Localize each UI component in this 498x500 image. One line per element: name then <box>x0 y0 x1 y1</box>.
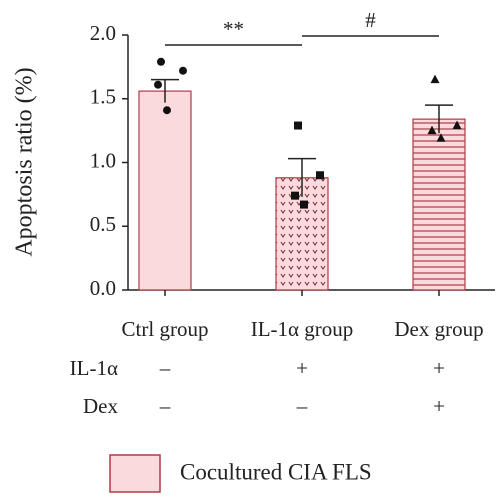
error-bar <box>425 104 453 134</box>
data-point <box>154 80 162 89</box>
bar <box>412 118 466 291</box>
data-point <box>291 191 299 200</box>
x-tick-label: Ctrl group <box>122 317 209 341</box>
y-tick-label: 1.0 <box>90 148 116 172</box>
condition-value: + <box>433 356 445 380</box>
legend-label: Cocultured CIA FLS <box>180 459 372 484</box>
bar <box>138 90 192 291</box>
x-tick-label: Dex group <box>394 317 483 341</box>
significance-label: # <box>365 8 376 32</box>
error-bar <box>151 78 179 103</box>
condition-value: + <box>433 394 445 418</box>
y-tick-label: 0.0 <box>90 276 116 300</box>
y-axis-label: Apoptosis ratio (%) <box>12 67 38 256</box>
data-point <box>436 133 446 142</box>
data-point <box>316 171 324 180</box>
error-bar <box>288 157 316 197</box>
condition-value: – <box>159 394 171 418</box>
data-point <box>300 200 308 209</box>
data-point <box>157 57 165 66</box>
condition-label: Dex <box>83 394 118 418</box>
condition-value: – <box>296 394 308 418</box>
y-tick-label: 0.5 <box>90 212 116 236</box>
y-tick-label: 2.0 <box>90 21 116 45</box>
legend-swatch <box>109 454 161 493</box>
condition-value: – <box>159 356 171 380</box>
data-point <box>427 125 437 135</box>
y-tick-label: 1.5 <box>90 85 116 109</box>
data-point <box>452 120 462 130</box>
data-point <box>163 106 171 115</box>
data-point <box>430 74 440 84</box>
data-point <box>294 121 302 130</box>
condition-value: + <box>296 356 308 380</box>
data-point <box>179 66 187 75</box>
x-tick-label: IL-1α group <box>251 317 354 341</box>
significance-label: ** <box>223 17 244 41</box>
condition-label: IL-1α <box>70 356 118 380</box>
